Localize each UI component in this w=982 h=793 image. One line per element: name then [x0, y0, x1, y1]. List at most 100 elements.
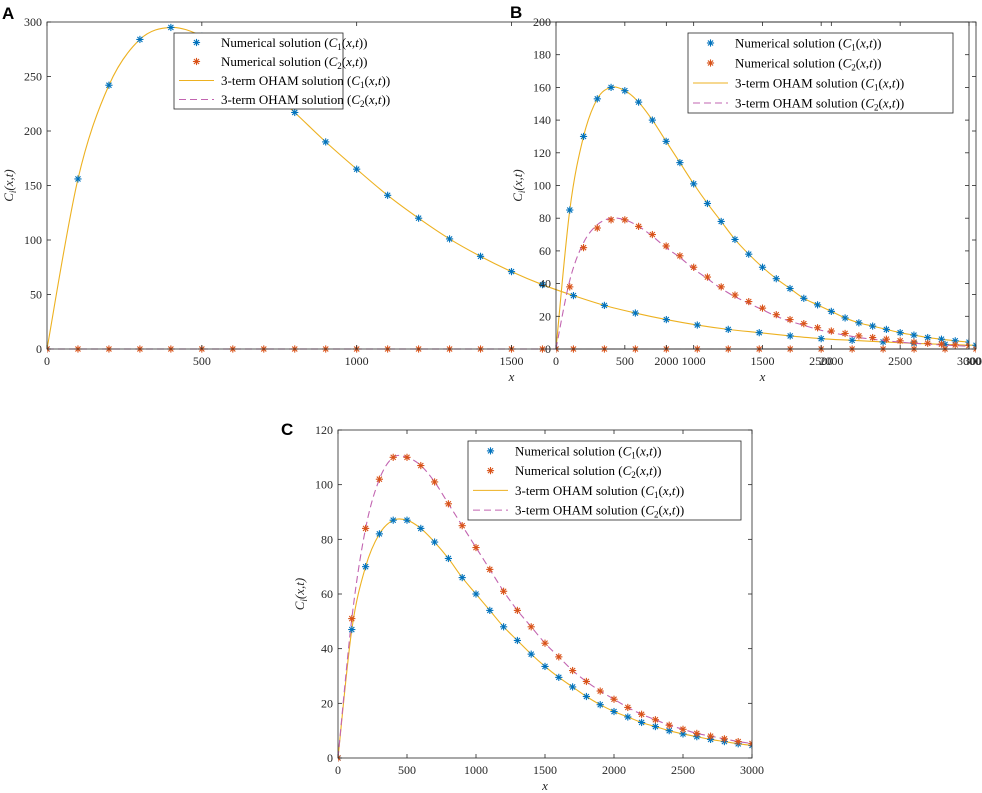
data-point-c1 — [582, 692, 590, 701]
data-point-c2 — [362, 524, 370, 532]
x-tick-label: 500 — [193, 354, 211, 368]
data-point-c2 — [786, 315, 794, 324]
data-point-c2 — [582, 677, 590, 686]
data-point-c1 — [541, 662, 549, 671]
data-point-c2 — [910, 338, 918, 346]
data-point-c2 — [500, 587, 508, 595]
x-tick-label: 1000 — [464, 763, 488, 777]
data-point-c2 — [800, 320, 808, 328]
data-point-c2 — [417, 461, 425, 470]
data-point-c1 — [415, 214, 423, 222]
x-tick-label: 1500 — [751, 354, 775, 368]
x-axis-label: x — [759, 369, 766, 384]
legend-marker-icon — [706, 59, 715, 67]
data-point-c1 — [724, 325, 732, 333]
plot-area — [338, 453, 752, 762]
data-point-c1 — [353, 165, 361, 173]
data-point-c2 — [855, 332, 863, 340]
data-point-c2 — [638, 710, 646, 718]
y-tick-label: 60 — [539, 244, 551, 258]
data-point-c1 — [772, 275, 780, 283]
x-tick-label: 0 — [553, 354, 559, 368]
data-point-c1 — [855, 319, 863, 327]
data-point-c1 — [813, 301, 822, 309]
data-point-c1 — [167, 23, 175, 32]
data-point-c2 — [951, 341, 959, 349]
data-point-c1 — [362, 563, 370, 571]
y-tick-label: 140 — [533, 113, 551, 127]
data-point-c2 — [569, 666, 577, 675]
data-point-c1 — [579, 132, 588, 141]
data-point-c2 — [679, 725, 687, 733]
y-tick-label: 150 — [24, 179, 42, 193]
legend-box — [173, 32, 344, 110]
legend-entry-label: Numerical solution (C1(x,t)) — [221, 35, 367, 52]
data-point-c1 — [786, 332, 794, 340]
data-point-c2 — [813, 324, 822, 332]
data-point-c2 — [734, 738, 742, 746]
data-point-c1 — [827, 307, 835, 315]
data-point-c2 — [772, 311, 780, 319]
data-point-c2 — [841, 329, 849, 338]
data-point-c1 — [291, 108, 299, 117]
data-point-c1 — [403, 516, 411, 524]
data-point-c1 — [800, 294, 808, 302]
data-point-c2 — [882, 335, 890, 343]
x-tick-label: 1000 — [345, 354, 369, 368]
data-point-c2 — [745, 297, 753, 306]
data-point-c1 — [624, 713, 632, 721]
data-point-c1 — [631, 309, 639, 317]
data-point-c1 — [136, 35, 144, 44]
data-point-c1 — [731, 235, 739, 244]
data-point-c1 — [513, 636, 521, 645]
data-point-c2 — [690, 263, 698, 271]
data-point-c1 — [527, 650, 535, 658]
x-tick-label: 1500 — [533, 763, 557, 777]
data-point-c2 — [513, 606, 521, 614]
data-point-c2 — [720, 735, 728, 743]
legend-box — [687, 32, 954, 114]
data-point-c2 — [965, 341, 969, 350]
data-point-c1 — [607, 83, 615, 91]
data-point-c2 — [869, 333, 877, 342]
y-axis-label: Ci(x,t) — [1, 169, 18, 201]
data-point-c1 — [417, 524, 425, 532]
x-tick-label: 2000 — [602, 763, 626, 777]
series-line-oham-c1 — [338, 518, 752, 759]
legend-entry-label: 3-term OHAM solution (C2(x,t)) — [735, 96, 904, 113]
y-tick-label: 20 — [539, 309, 551, 323]
chart-panel-b: B0 500 1000 1500 2000 2500 3000020406080100120… — [510, 3, 981, 384]
data-point-c2 — [827, 327, 835, 335]
x-tick-label: 2000 — [819, 354, 843, 368]
data-point-c1 — [538, 281, 547, 289]
data-point-c1 — [817, 335, 825, 343]
data-point-c2 — [610, 695, 618, 703]
legend-entry-label: 3-term OHAM solution (C1(x,t)) — [221, 73, 390, 90]
data-point-c2 — [707, 732, 715, 740]
data-point-c2 — [348, 615, 356, 623]
y-axis-label: Ci(x,t) — [292, 578, 309, 610]
legend-marker-icon — [486, 447, 495, 455]
y-axis-label: Ci(x,t) — [510, 169, 527, 201]
data-point-c2 — [924, 339, 932, 347]
data-point-c2 — [375, 475, 383, 483]
legend-entry-label: Numerical solution (C2(x,t)) — [221, 54, 367, 71]
data-point-c2 — [665, 721, 673, 729]
panel-letter: A — [2, 4, 14, 23]
y-tick-label: 180 — [533, 48, 551, 62]
x-tick-label: 500 — [616, 354, 634, 368]
legend-entry-label: 3-term OHAM solution (C2(x,t)) — [515, 503, 684, 520]
data-point-c2 — [486, 565, 494, 573]
data-point-c1 — [593, 95, 601, 103]
data-point-c1 — [882, 325, 890, 333]
x-tick-label: 3000 — [964, 354, 982, 368]
x-tick-label: 1000 — [682, 354, 706, 368]
data-point-c1 — [703, 199, 712, 208]
data-point-c2 — [555, 653, 563, 661]
data-point-c1 — [476, 252, 485, 260]
data-point-c1 — [445, 235, 454, 243]
data-point-c1 — [717, 217, 725, 226]
x-axis-label: x — [541, 778, 548, 793]
x-tick-label: 1500 — [500, 354, 524, 368]
y-tick-label: 40 — [539, 277, 551, 291]
